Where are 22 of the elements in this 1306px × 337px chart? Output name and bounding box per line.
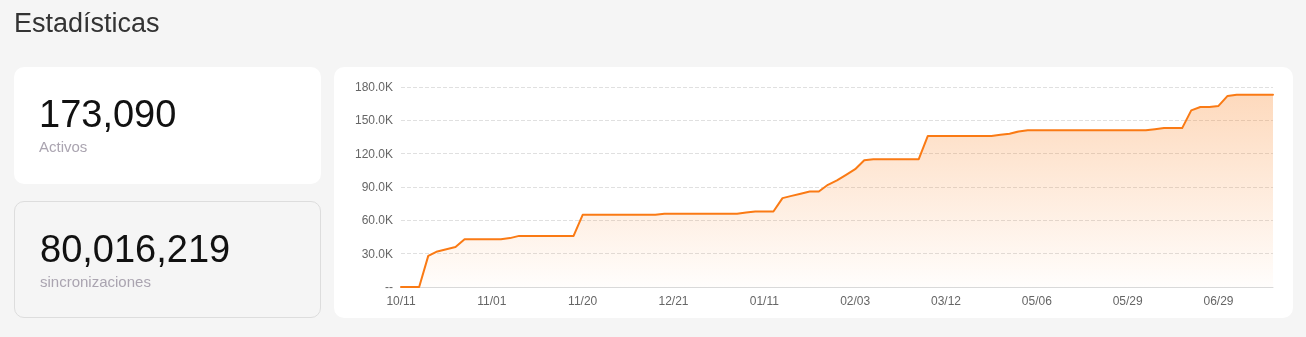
text: 173,090 (39, 93, 177, 136)
y-tick-label: 150.0K (354, 113, 393, 128)
x-tick-label: 05/06 (1021, 294, 1053, 308)
x-tick-label: 01/11 (749, 294, 780, 308)
y-tick-label: 120.0K (354, 146, 393, 161)
x-tick-label: 03/12 (930, 294, 962, 308)
x-tick-label: 06/29 (1203, 294, 1234, 308)
y-tick-label: 30.0K (361, 246, 393, 261)
text: Estadísticas (14, 8, 160, 39)
y-tick-label: 90.0K (361, 180, 393, 194)
y-tick-label: 60.0K (361, 213, 393, 228)
text: Activos (39, 138, 88, 155)
text: sincronizaciones (40, 273, 151, 290)
text: 80,016,219 (40, 228, 231, 271)
x-tick-label: 11/01 (477, 294, 507, 308)
x-tick-label: 11/20 (568, 294, 598, 308)
x-tick-label: 05/29 (1112, 294, 1144, 308)
x-tick-label: 10/11 (386, 294, 416, 308)
x-tick-label: 02/03 (840, 294, 871, 308)
y-tick-label: -- (385, 280, 393, 294)
y-tick-label: 180.0K (354, 80, 393, 94)
x-tick-label: 12/21 (658, 294, 689, 308)
